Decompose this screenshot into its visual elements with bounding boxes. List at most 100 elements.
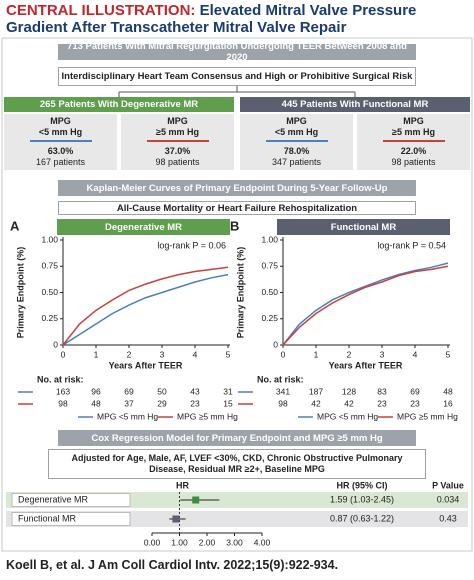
adjusted-box: Adjusted for Age, Male, AF, LVEF <30%, C… — [48, 449, 426, 479]
arm-box: MPG <5 mm Hg 63.0% 167 patients — [4, 114, 117, 170]
km-curve — [62, 273, 229, 346]
at-risk-value: 23 — [410, 398, 420, 408]
hr-marker — [172, 515, 180, 523]
p-value: 0.43 — [439, 513, 457, 523]
arm-box: MPG <5 mm Hg 78.0% 347 patients — [240, 114, 353, 170]
at-risk-value: 98 — [278, 398, 288, 408]
x-axis-label: Years After TEER — [329, 360, 403, 370]
panel-title: Functional MR — [331, 222, 397, 233]
arm-threshold: ≥5 mm Hg — [156, 127, 199, 138]
panel-title: Degenerative MR — [105, 222, 182, 233]
y-tick-label: 0.50 — [261, 287, 278, 297]
hr-label: 0.87 (0.63-1.22) — [330, 513, 394, 523]
row-label: Degenerative MR — [18, 494, 89, 504]
km-curve — [282, 265, 449, 346]
x-tick-label: 1 — [94, 349, 99, 359]
y-tick-label: 0.75 — [261, 261, 278, 271]
hr-marker — [192, 496, 200, 504]
x-tick-label: 4 — [413, 349, 418, 359]
annotation: log-rank P = 0.54 — [377, 240, 446, 250]
arm-label: MPG — [167, 116, 188, 127]
arm-percent: 63.0% — [47, 145, 74, 156]
total-bar: 713 Patients With Mitral Regurgitation U… — [58, 41, 416, 63]
arm-box: MPG ≥5 mm Hg 22.0% 98 patients — [357, 114, 470, 170]
km-curve — [282, 262, 449, 346]
arm-percent: 22.0% — [400, 145, 427, 156]
x-tick-label: 1 — [314, 349, 319, 359]
legend-label: MPG <5 mm Hg — [317, 411, 378, 421]
outer-border — [1, 37, 473, 552]
at-risk-title: No. at risk: — [257, 374, 304, 384]
legend-label: MPG ≥5 mm Hg — [397, 411, 458, 421]
at-risk-value: 69 — [410, 386, 420, 396]
arm-threshold: ≥5 mm Hg — [392, 127, 435, 138]
y-axis-label: Primary Endpoint (%) — [15, 247, 25, 339]
hr-label: 1.59 (1.03-2.45) — [330, 494, 394, 504]
y-tick-label: 0 — [273, 339, 278, 349]
y-tick-label: 0 — [53, 339, 58, 349]
panel-label: B — [230, 218, 239, 233]
x-axis-label: Years After TEER — [109, 360, 183, 370]
annotation: log-rank P = 0.06 — [157, 240, 226, 250]
endpoint-box: All-Cause Mortality or Heart Failure Reh… — [58, 201, 416, 215]
at-risk-value: 50 — [157, 386, 167, 396]
at-risk-value: 29 — [157, 398, 167, 408]
p-value: 0.034 — [437, 494, 460, 504]
at-risk-value: 128 — [342, 386, 356, 396]
title-label: CENTRAL ILLUSTRATION: — [6, 2, 196, 19]
x-tick-label: 0 — [281, 349, 286, 359]
arm-patients: 167 patients — [35, 156, 86, 167]
consensus-box: Interdisciplinary Heart Team Consensus a… — [58, 67, 416, 86]
y-tick-label: 0.25 — [261, 313, 278, 323]
arm-label: MPG — [403, 116, 424, 127]
at-risk-value: 163 — [56, 386, 70, 396]
legend-label: MPG ≥5 mm Hg — [177, 411, 238, 421]
x-tick-label: 2 — [127, 349, 132, 359]
at-risk-value: 23 — [190, 398, 200, 408]
connector — [118, 86, 356, 97]
x-tick-label: 4 — [193, 349, 198, 359]
at-risk-title: No. at risk: — [37, 374, 84, 384]
arm-label: MPG — [50, 116, 71, 127]
arm-threshold: <5 mm Hg — [38, 127, 83, 138]
at-risk-value: 98 — [58, 398, 68, 408]
row-label-box — [11, 512, 131, 526]
citation: Koell B, et al. J Am Coll Cardiol Intv. … — [6, 558, 339, 572]
arm-patients: 98 patients — [155, 156, 200, 167]
x-tick-label: 5 — [446, 349, 451, 359]
arm-percent: 78.0% — [283, 145, 310, 156]
y-axis-label: Primary Endpoint (%) — [235, 247, 245, 339]
y-tick-label: 1.00 — [41, 234, 58, 244]
x-tick-label: 2 — [347, 349, 352, 359]
forest-tick-label: 4.00 — [254, 537, 271, 547]
legend-label: MPG <5 mm Hg — [97, 411, 158, 421]
panel-header — [277, 219, 450, 235]
at-risk-value: 42 — [311, 398, 321, 408]
at-risk-value: 96 — [91, 386, 101, 396]
x-tick-label: 5 — [226, 349, 231, 359]
at-risk-value: 16 — [443, 398, 453, 408]
arm-label: MPG — [286, 116, 307, 127]
title-text: Elevated Mitral Valve Pressure Gradient … — [6, 2, 417, 36]
arm-line — [29, 140, 92, 142]
arm-line — [146, 140, 209, 142]
km-bar: Kaplan-Meier Curves of Primary Endpoint … — [58, 180, 416, 196]
forest-tick-label: 1.00 — [171, 537, 188, 547]
arm-patients: 98 patients — [391, 156, 436, 167]
x-tick-label: 3 — [160, 349, 165, 359]
axis-line — [282, 237, 450, 346]
arm-box: MPG ≥5 mm Hg 37.0% 98 patients — [121, 114, 234, 170]
at-risk-value: 48 — [443, 386, 453, 396]
forest-tick-label: 0.00 — [144, 537, 161, 547]
forest-tick-label: 3.00 — [226, 537, 243, 547]
y-tick-label: 0.50 — [41, 287, 58, 297]
arm-patients: 347 patients — [271, 156, 322, 167]
panel-header — [57, 219, 230, 235]
row-label: Functional MR — [18, 513, 77, 523]
at-risk-value: 42 — [344, 398, 354, 408]
arm-percent: 37.0% — [164, 145, 191, 156]
y-tick-label: 0.25 — [41, 313, 58, 323]
panel-label: A — [10, 218, 20, 233]
